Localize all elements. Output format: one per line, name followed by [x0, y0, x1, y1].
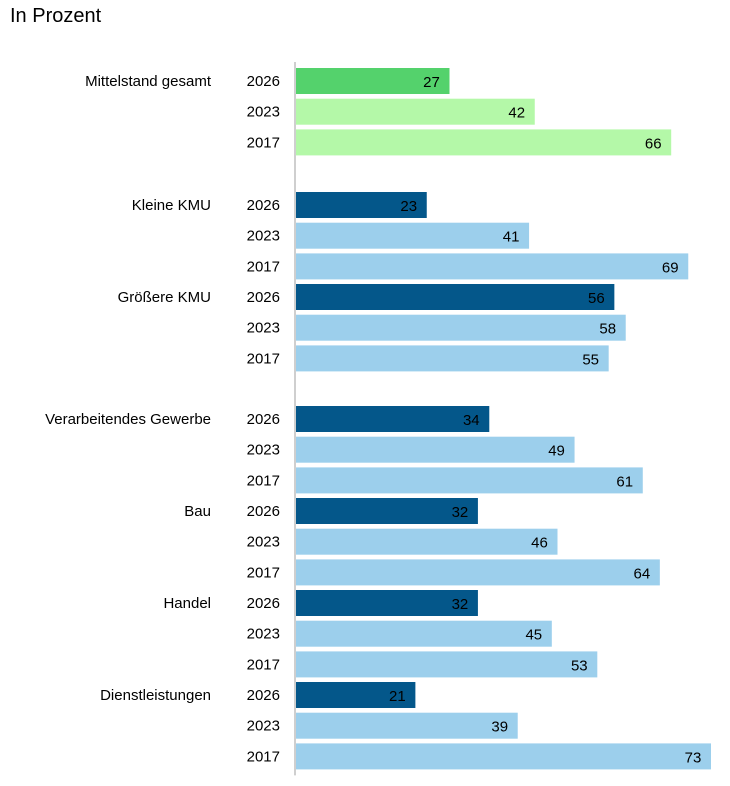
bar — [296, 129, 672, 156]
data-label: 56 — [588, 290, 605, 307]
year-label: 2017 — [247, 748, 280, 765]
data-label: 66 — [645, 135, 662, 152]
data-label: 58 — [599, 321, 616, 338]
bars-layer: Mittelstand gesamt 2026 27 2023 42 2017 66 Klei… — [45, 68, 711, 770]
data-label: 32 — [452, 504, 469, 521]
data-label: 34 — [463, 412, 480, 429]
group-label: Größere KMU — [118, 289, 211, 306]
bar — [296, 712, 518, 739]
group-label: Bau — [184, 503, 211, 520]
bar — [296, 651, 598, 678]
year-label: 2023 — [247, 534, 280, 551]
group-label: Kleine KMU — [132, 197, 211, 214]
bar — [296, 559, 660, 586]
bar — [296, 192, 427, 218]
bar — [296, 253, 689, 280]
year-label: 2023 — [247, 228, 280, 245]
year-label: 2026 — [247, 411, 280, 428]
group-label: Verarbeitendes Gewerbe — [45, 411, 211, 428]
bar — [296, 406, 490, 432]
data-label: 61 — [616, 473, 633, 490]
bar — [296, 284, 615, 310]
year-label: 2026 — [247, 595, 280, 612]
year-label: 2023 — [247, 718, 280, 735]
year-label: 2023 — [247, 320, 280, 337]
year-label: 2026 — [247, 197, 280, 214]
bar — [296, 98, 535, 125]
year-label: 2023 — [247, 626, 280, 643]
year-label: 2023 — [247, 104, 280, 121]
year-label: 2023 — [247, 442, 280, 459]
year-label: 2017 — [247, 656, 280, 673]
year-label: 2026 — [247, 687, 280, 704]
bar — [296, 68, 450, 94]
bar — [296, 682, 416, 708]
group-label: Handel — [163, 595, 211, 612]
data-label: 53 — [571, 657, 588, 674]
bar — [296, 467, 643, 494]
year-label: 2017 — [247, 258, 280, 275]
data-label: 39 — [491, 719, 508, 736]
year-label: 2026 — [247, 503, 280, 520]
group-label: Mittelstand gesamt — [85, 73, 212, 90]
data-label: 55 — [582, 351, 599, 368]
data-label: 45 — [525, 627, 542, 644]
data-label: 69 — [662, 259, 679, 276]
year-label: 2017 — [247, 472, 280, 489]
bar — [296, 590, 478, 616]
year-label: 2017 — [247, 134, 280, 151]
data-label: 46 — [531, 535, 548, 552]
bar — [296, 345, 609, 372]
data-label: 27 — [423, 74, 440, 91]
data-label: 42 — [508, 105, 525, 122]
bar — [296, 743, 711, 770]
year-label: 2017 — [247, 350, 280, 367]
bar — [296, 528, 558, 555]
data-label: 41 — [503, 229, 520, 246]
bar — [296, 314, 626, 341]
chart-title: In Prozent — [10, 5, 102, 27]
year-label: 2017 — [247, 564, 280, 581]
data-label: 49 — [548, 443, 565, 460]
data-label: 21 — [389, 688, 406, 705]
data-label: 32 — [452, 596, 469, 613]
year-label: 2026 — [247, 289, 280, 306]
bar — [296, 498, 478, 524]
data-label: 73 — [685, 749, 702, 766]
data-label: 64 — [633, 565, 650, 582]
year-label: 2026 — [247, 73, 280, 90]
bar — [296, 620, 552, 647]
group-label: Dienstleistungen — [100, 687, 211, 704]
bar — [296, 222, 530, 249]
data-label: 23 — [400, 198, 417, 215]
bar — [296, 436, 575, 463]
